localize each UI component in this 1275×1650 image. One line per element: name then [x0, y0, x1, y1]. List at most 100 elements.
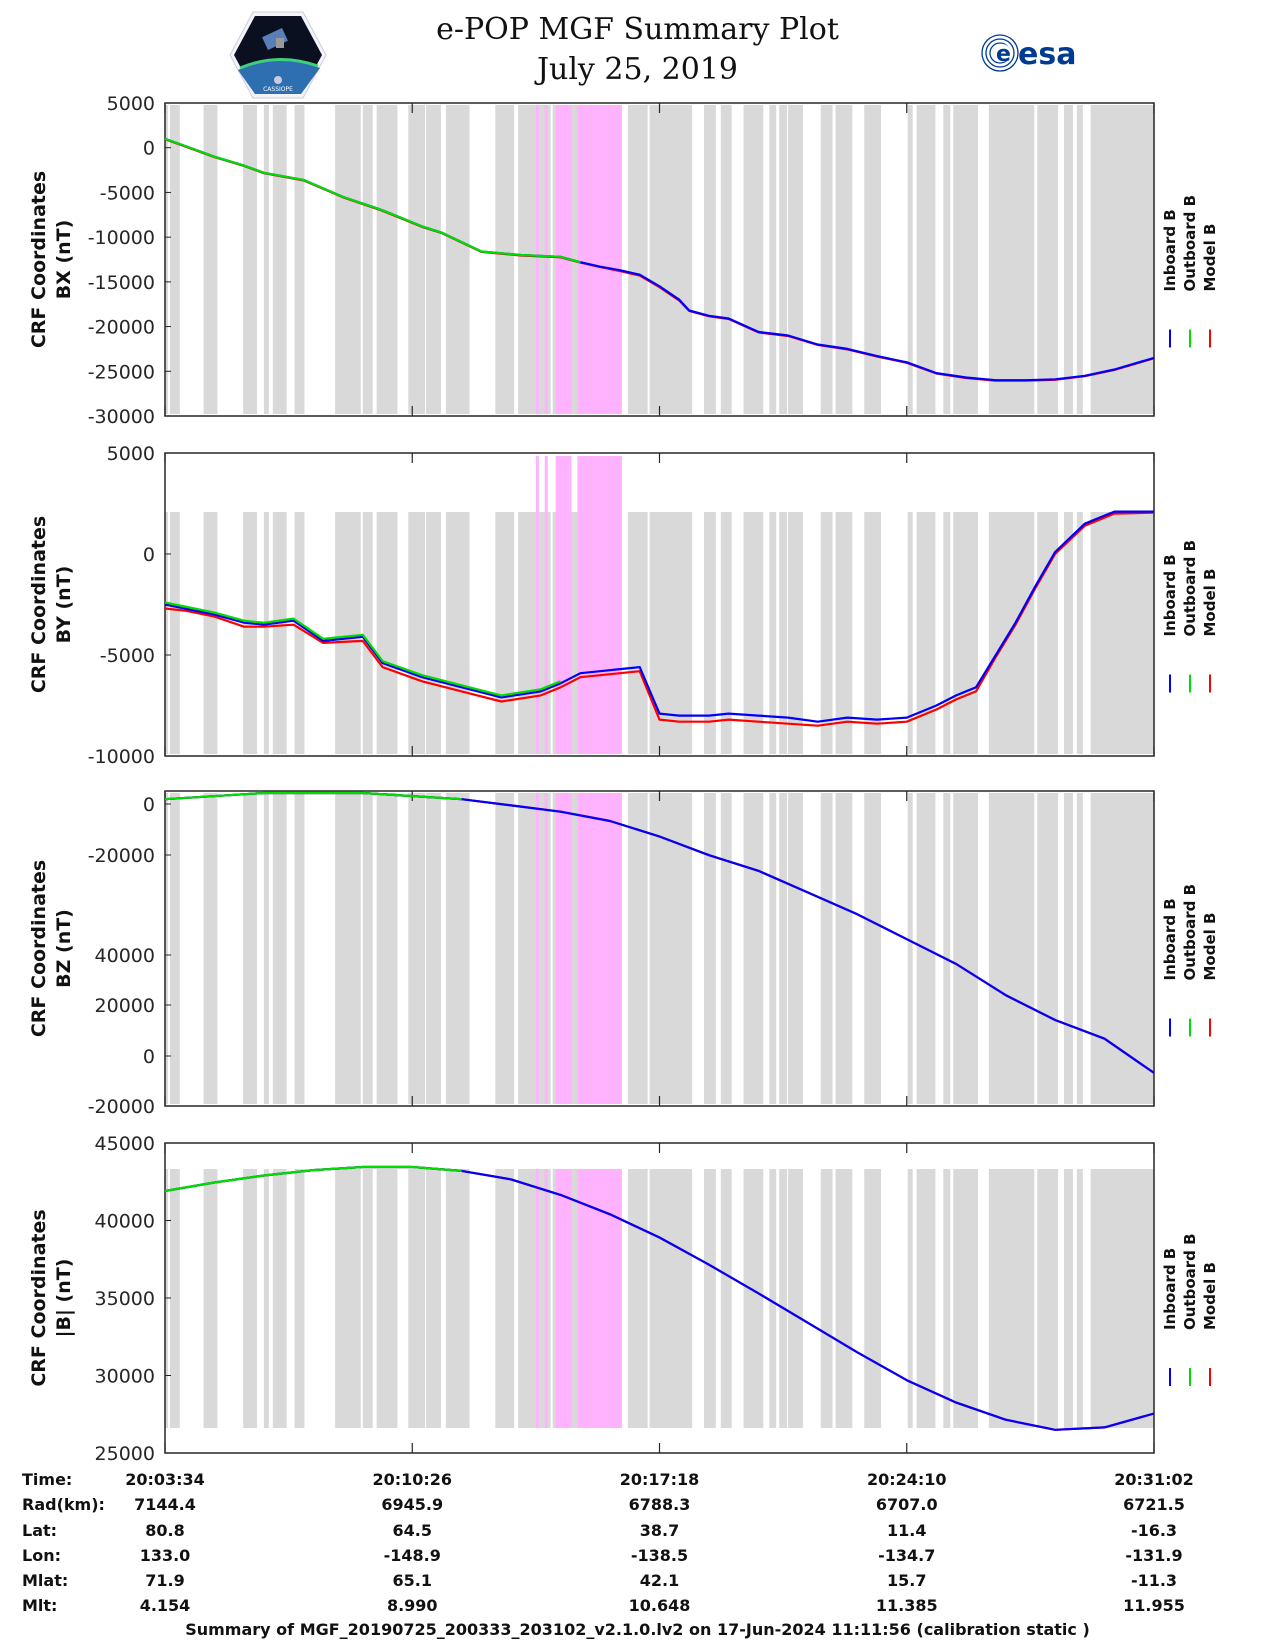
- gray-data-band: [203, 1169, 218, 1428]
- gray-data-band: [495, 512, 515, 754]
- y-tick-label: 25000: [95, 1443, 155, 1465]
- gray-data-band: [203, 793, 218, 1104]
- magenta-data-band: [544, 793, 548, 1104]
- gray-data-band: [445, 1169, 470, 1428]
- ephemeris-value: 20:17:18: [619, 1470, 700, 1489]
- gray-data-band: [294, 512, 305, 754]
- y-tick-label: -25000: [88, 361, 155, 383]
- gray-data-band: [362, 1169, 373, 1428]
- series-line-outboard-b: [164, 601, 562, 697]
- gray-data-band: [1076, 793, 1083, 1104]
- magenta-data-band: [544, 1169, 548, 1428]
- ephemeris-row-label: Lat:: [22, 1521, 58, 1540]
- y-tick-label: 0: [143, 138, 155, 160]
- magenta-data-band: [555, 456, 572, 754]
- y-tick-label: -20000: [88, 845, 155, 867]
- gray-data-band: [788, 105, 803, 414]
- magenta-data-band: [544, 105, 548, 414]
- magenta-data-band: [535, 793, 539, 1104]
- ephemeris-row-label: Time:: [22, 1470, 73, 1489]
- cassiope-logo: CASSIOPE: [229, 11, 327, 99]
- magenta-data-band: [555, 793, 572, 1104]
- gray-data-band: [743, 512, 764, 754]
- gray-data-band: [495, 105, 515, 414]
- legend-label: Outboard B: [1181, 884, 1199, 981]
- y-axis-label: CRF Coordinates: [28, 516, 50, 693]
- ephemeris-value: 11.385: [875, 1596, 938, 1615]
- ephemeris-value: -16.3: [1130, 1521, 1178, 1540]
- gray-data-band: [627, 105, 648, 414]
- gray-data-band: [376, 1169, 398, 1428]
- gray-data-band: [788, 1169, 803, 1428]
- gray-data-band: [408, 512, 426, 754]
- gray-data-band: [335, 512, 361, 754]
- gray-data-band: [649, 105, 693, 414]
- gray-data-band: [779, 105, 788, 414]
- gray-data-band: [916, 105, 936, 414]
- gray-data-band: [243, 1169, 257, 1428]
- gray-data-band: [779, 512, 788, 754]
- gray-data-band: [1090, 1169, 1154, 1428]
- ephemeris-row-label: Mlt:: [22, 1596, 58, 1615]
- y-axis-label-units: BZ (nT): [53, 909, 75, 988]
- magenta-data-band: [555, 105, 572, 414]
- gray-data-band: [169, 512, 180, 754]
- y-tick-label: 45000: [95, 1133, 155, 1155]
- gray-data-band: [835, 1169, 853, 1428]
- gray-data-band: [203, 105, 218, 414]
- gray-data-band: [1037, 105, 1059, 414]
- ephemeris-row-label: Rad(km):: [22, 1495, 105, 1514]
- magenta-data-band: [544, 456, 548, 754]
- y-axis-label-units: BY (nT): [53, 566, 75, 644]
- legend-label: Outboard B: [1181, 195, 1199, 292]
- series-line-outboard-b: [164, 137, 581, 264]
- gray-data-band: [720, 793, 732, 1104]
- ephemeris-value: -148.9: [383, 1546, 441, 1565]
- plot-date: July 25, 2019: [536, 52, 739, 87]
- ephemeris-value: 10.648: [628, 1596, 691, 1615]
- ephemeris-value: 6788.3: [628, 1495, 691, 1514]
- y-tick-label: 35000: [95, 1288, 155, 1310]
- legend-label: Model B: [1201, 913, 1219, 981]
- gray-data-band: [243, 512, 257, 754]
- gray-data-band: [864, 1169, 882, 1428]
- gray-data-band: [916, 512, 936, 754]
- gray-data-band: [743, 105, 764, 414]
- gray-data-band: [408, 105, 426, 414]
- ephemeris-value: 20:10:26: [372, 1470, 453, 1489]
- magenta-data-band: [535, 105, 539, 414]
- magenta-data-band: [577, 793, 622, 1104]
- gray-data-band: [426, 512, 441, 754]
- gray-data-band: [263, 512, 269, 754]
- gray-data-band: [907, 793, 913, 1104]
- gray-data-band: [408, 1169, 426, 1428]
- y-tick-label: 0: [143, 794, 155, 816]
- gray-data-band: [743, 1169, 764, 1428]
- gray-data-band: [864, 512, 882, 754]
- gray-data-band: [362, 793, 373, 1104]
- gray-data-band: [769, 1169, 777, 1428]
- gray-data-band: [943, 1169, 951, 1428]
- ephemeris-value: 42.1: [639, 1571, 680, 1590]
- gray-data-band: [769, 105, 777, 414]
- gray-data-band: [864, 105, 882, 414]
- svg-text:CASSIOPE: CASSIOPE: [263, 86, 293, 93]
- gray-data-band: [779, 793, 788, 1104]
- ephemeris-value: 133.0: [139, 1546, 191, 1565]
- gray-data-band: [649, 512, 693, 754]
- ephemeris-value: 71.9: [145, 1571, 185, 1590]
- gray-data-band: [988, 105, 1035, 414]
- gray-data-band: [263, 793, 269, 1104]
- gray-data-band: [165, 105, 168, 414]
- gray-data-band: [272, 1169, 287, 1428]
- ephemeris-value: 6721.5: [1123, 1495, 1185, 1514]
- magenta-data-band: [535, 1169, 539, 1428]
- gray-data-band: [720, 512, 732, 754]
- y-tick-label: -10000: [88, 746, 155, 768]
- y-tick-label: -15000: [88, 272, 155, 294]
- gray-data-band: [953, 512, 978, 754]
- gray-data-band: [720, 1169, 732, 1428]
- gray-data-band: [788, 512, 803, 754]
- legend-label: Model B: [1201, 1262, 1219, 1330]
- legend-label: Inboard B: [1161, 209, 1179, 291]
